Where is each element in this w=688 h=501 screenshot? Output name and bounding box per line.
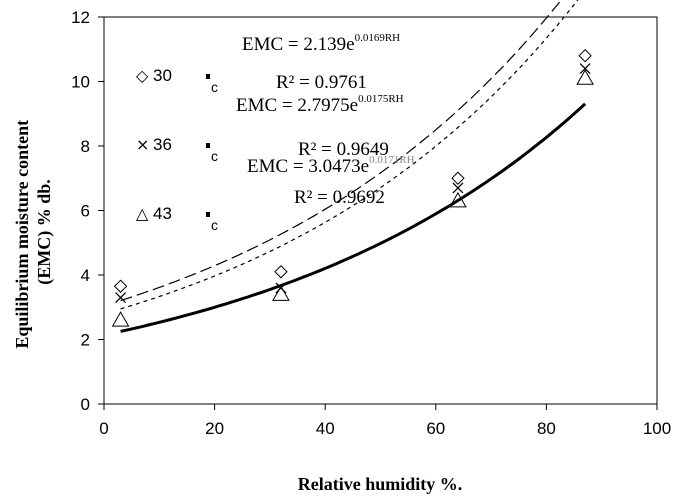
annotations: EMC = 2.139e0.0169RH R² = 0.9761 EMC = 2… bbox=[236, 32, 415, 208]
y-axis-title: Equilibrium moisture content (EMC) % db. bbox=[12, 115, 55, 348]
legend: ◇ 30 c × 36 c △ 43 c bbox=[136, 66, 218, 233]
legend-diamond-icon: ◇ bbox=[136, 66, 149, 85]
x-tick-label: 0 bbox=[99, 419, 108, 438]
legend-suffix-43: c bbox=[211, 217, 218, 233]
x-tick-label: 80 bbox=[537, 419, 556, 438]
legend-cross-icon: × bbox=[136, 135, 149, 154]
y-tick-label: 10 bbox=[71, 73, 90, 92]
legend-square-icon bbox=[206, 143, 210, 148]
r2-43-text: R² = 0.9761 bbox=[276, 72, 367, 93]
legend-triangle-icon: △ bbox=[136, 204, 149, 223]
point-43 bbox=[577, 70, 593, 84]
x-tick-label: 40 bbox=[316, 419, 335, 438]
plot-area bbox=[104, 17, 657, 404]
eq-36-text: EMC = 3.0473e0.0171RH bbox=[247, 154, 415, 177]
x-tick-label: 100 bbox=[643, 419, 671, 438]
y-tick-label: 6 bbox=[81, 202, 90, 221]
legend-label-30: 30 bbox=[153, 66, 172, 85]
legend-suffix-36: c bbox=[211, 148, 218, 164]
y-tick-label: 4 bbox=[81, 266, 90, 285]
point-30 bbox=[115, 280, 127, 292]
point-43 bbox=[113, 312, 129, 326]
r2-36-text: R² = 0.9692 bbox=[294, 187, 385, 208]
legend-label-43: 43 bbox=[153, 204, 172, 223]
eq-43-text: EMC = 2.139e0.0169RH bbox=[242, 32, 400, 55]
point-36 bbox=[580, 64, 590, 74]
y-tick-label: 2 bbox=[81, 331, 90, 350]
x-tick-label: 20 bbox=[205, 419, 224, 438]
y-tick-label: 0 bbox=[81, 395, 90, 414]
legend-label-36: 36 bbox=[153, 135, 172, 154]
legend-square-icon bbox=[206, 212, 210, 217]
point-30 bbox=[579, 50, 591, 62]
legend-suffix-30: c bbox=[211, 79, 218, 95]
point-30 bbox=[452, 172, 464, 184]
y-axis-title-line-2: (EMC) % db. bbox=[34, 179, 55, 285]
y-tick-label: 12 bbox=[71, 8, 90, 27]
plot-frame bbox=[104, 17, 657, 404]
y-axis-title-line-1: Equilibrium moisture content bbox=[12, 120, 32, 349]
point-30 bbox=[275, 266, 287, 278]
eq-30-text: EMC = 2.7975e0.0175RH bbox=[236, 93, 404, 116]
y-tick-label: 8 bbox=[81, 137, 90, 156]
legend-square-icon bbox=[206, 74, 210, 79]
x-axis-title: Relative humidity %. bbox=[298, 474, 463, 494]
point-36 bbox=[116, 293, 126, 303]
x-tick-label: 60 bbox=[426, 419, 445, 438]
